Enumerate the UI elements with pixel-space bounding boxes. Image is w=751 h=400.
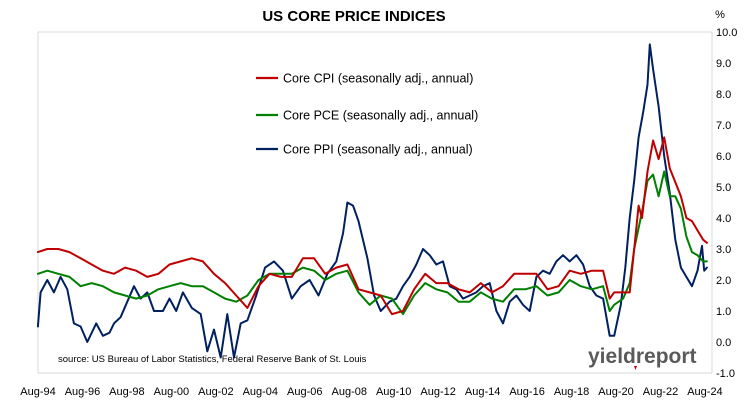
y-axis: -1.0 0.0 1.0 2.0 3.0 4.0 5.0 6.0 7.0 8.0 9.0 10.0 — [716, 27, 737, 380]
y-tick-label: 2.0 — [716, 275, 731, 287]
series-layer — [36, 43, 708, 359]
y-tick-label: 3.0 — [716, 244, 731, 256]
y-tick-label: 7.0 — [716, 120, 731, 132]
y-tick-label: 10.0 — [716, 27, 737, 39]
x-tick-label: Aug-16 — [509, 386, 544, 398]
plot-area — [37, 31, 713, 374]
y-axis-unit-label: % — [715, 9, 725, 21]
x-tick-label: Aug-04 — [243, 386, 278, 398]
yieldreport-logo: yieldreport — [588, 345, 697, 370]
y-tick-label: 1.0 — [716, 306, 731, 318]
x-tick-label: Aug-14 — [465, 386, 500, 398]
chart-title: US CORE PRICE INDICES — [262, 8, 445, 25]
x-tick-label: Aug-00 — [154, 386, 189, 398]
y-tick-label: -1.0 — [716, 368, 735, 380]
x-tick-label: Aug-12 — [420, 386, 455, 398]
y-tick-label: 4.0 — [716, 213, 731, 225]
legend-label-core-cpi: Core CPI (seasonally adj., annual) — [283, 72, 473, 86]
y-tick-label: 6.0 — [716, 151, 731, 163]
x-tick-label: Aug-08 — [332, 386, 367, 398]
series-line-core-cpi — [36, 136, 708, 316]
y-tick-label: 9.0 — [716, 58, 731, 70]
x-tick-label: Aug-20 — [598, 386, 633, 398]
x-tick-label: Aug-18 — [554, 386, 589, 398]
source-note: source: US Bureau of Labor Statistics, F… — [58, 354, 367, 365]
y-tick-label: 5.0 — [716, 182, 731, 194]
x-tick-label: Aug-24 — [687, 386, 722, 398]
logo-wordmark: yieldreport — [588, 345, 697, 368]
legend-label-core-pce: Core PCE (seasonally adj., annual) — [283, 109, 478, 123]
x-tick-label: Aug-06 — [287, 386, 322, 398]
x-tick-label: Aug-94 — [20, 386, 55, 398]
legend-label-core-ppi: Core PPI (seasonally adj., annual) — [283, 143, 473, 157]
logo-marker-icon — [634, 366, 637, 370]
x-tick-label: Aug-02 — [198, 386, 233, 398]
y-tick-label: 0.0 — [716, 337, 731, 349]
x-tick-label: Aug-98 — [109, 386, 144, 398]
x-tick-label: Aug-22 — [643, 386, 678, 398]
x-tick-label: Aug-96 — [65, 386, 100, 398]
y-tick-label: 8.0 — [716, 89, 731, 101]
legend: Core CPI (seasonally adj., annual) Core P… — [256, 72, 478, 157]
x-tick-label: Aug-10 — [376, 386, 411, 398]
x-axis: Aug-94 Aug-96 Aug-98 Aug-00 Aug-02 Aug-04 Aug-… — [20, 386, 722, 398]
